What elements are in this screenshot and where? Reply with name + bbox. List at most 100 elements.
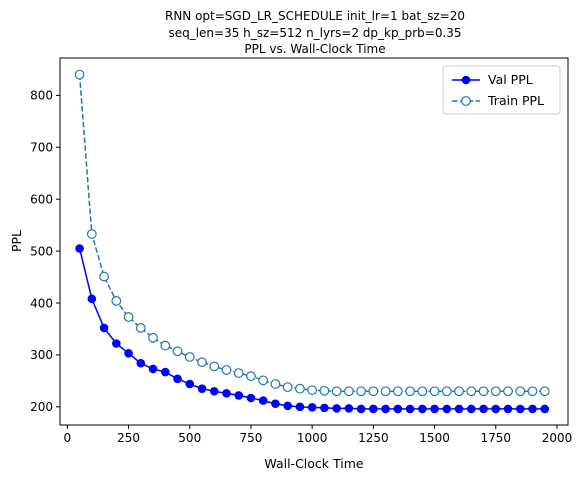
val-ppl-point: [99, 323, 109, 333]
train-ppl-point: [86, 229, 97, 239]
y-tick-label: 600: [30, 192, 53, 206]
val-ppl-point: [515, 404, 525, 414]
train-ppl-point: [270, 379, 281, 389]
train-ppl-point: [392, 386, 403, 397]
y-tick-label: 500: [30, 244, 53, 258]
legend-val-marker: [461, 75, 471, 85]
val-ppl-point: [356, 404, 366, 414]
train-ppl-point: [282, 382, 293, 393]
y-tick-label: 400: [30, 296, 53, 310]
train-ppl-point: [527, 386, 538, 397]
train-ppl-point: [74, 69, 85, 80]
legend-train-label: Train PPL: [487, 93, 544, 108]
legend-train-marker: [461, 96, 471, 106]
chart-title-line-2: seq_len=35 h_sz=512 n_lyrs=2 dp_kp_prb=0…: [168, 26, 461, 40]
train-ppl-point: [307, 385, 318, 396]
x-tick-label: 750: [240, 431, 263, 445]
val-ppl-point: [467, 404, 476, 414]
val-ppl-point: [258, 396, 268, 405]
val-ppl-point: [197, 384, 207, 393]
train-ppl-point: [197, 357, 207, 368]
train-ppl-point: [111, 296, 122, 306]
y-tick-label: 800: [30, 89, 53, 103]
val-ppl-point: [442, 404, 452, 414]
train-ppl-point: [515, 386, 526, 397]
x-tick-label: 1500: [419, 431, 450, 445]
val-ppl-point: [87, 294, 97, 304]
val-ppl-point: [185, 379, 195, 389]
val-ppl-point: [503, 404, 513, 414]
val-ppl-point: [271, 399, 280, 409]
val-ppl-point: [479, 404, 488, 414]
train-ppl-point: [466, 386, 477, 397]
train-ppl-point: [184, 352, 195, 362]
val-ppl-point: [209, 386, 219, 396]
val-ppl-point: [75, 244, 84, 253]
train-ppl-point: [478, 386, 489, 397]
val-ppl-point: [430, 404, 439, 414]
train-ppl-point: [319, 385, 330, 396]
train-ppl-point: [380, 386, 391, 397]
train-ppl-point: [148, 332, 158, 343]
y-axis-label: PPL: [9, 230, 24, 252]
train-ppl-point: [295, 383, 305, 394]
val-ppl-point: [124, 349, 133, 358]
train-ppl-point: [123, 312, 134, 322]
val-ppl-point: [222, 389, 231, 398]
train-ppl-point: [258, 375, 269, 386]
train-ppl-point: [429, 386, 440, 397]
x-tick-label: 1750: [481, 431, 512, 445]
y-tick-label: 300: [30, 348, 53, 362]
val-ppl-point: [393, 404, 403, 414]
train-ppl-point: [135, 323, 146, 333]
train-ppl-point: [246, 371, 256, 382]
x-tick-label: 0: [64, 431, 72, 445]
train-ppl-point: [209, 361, 220, 372]
val-ppl-point: [148, 364, 158, 374]
legend-box: [442, 65, 561, 115]
train-ppl-point: [343, 386, 354, 397]
val-ppl-point: [160, 367, 170, 377]
val-ppl-point: [234, 391, 244, 400]
val-ppl-point: [320, 403, 329, 413]
val-ppl-point: [491, 404, 501, 414]
x-tick-label: 500: [178, 431, 201, 445]
train-ppl-point: [221, 365, 232, 375]
x-tick-label: 2000: [542, 431, 573, 445]
x-axis-label: Wall-Clock Time: [264, 456, 364, 471]
train-ppl-point: [539, 386, 550, 397]
val-ppl-point: [528, 404, 537, 414]
val-ppl-point: [307, 403, 317, 412]
train-ppl-point: [172, 346, 183, 357]
val-ppl-point: [344, 404, 354, 413]
chart-title-line-3: PPL vs. Wall-Clock Time: [244, 42, 385, 56]
val-ppl-point: [381, 404, 390, 414]
y-tick-label: 700: [30, 141, 53, 155]
train-ppl-point: [441, 386, 452, 397]
legend-val-label: Val PPL: [488, 72, 533, 87]
train-ppl-point: [490, 386, 501, 397]
val-ppl-point: [112, 339, 121, 348]
train-ppl-point: [368, 386, 379, 397]
train-ppl-point: [405, 386, 415, 397]
train-ppl-point: [331, 386, 342, 397]
plot-area: 0 250 500 750 1000 1250 1500 1750 2000 200 300 400 5…: [30, 69, 573, 445]
val-ppl-point: [173, 374, 182, 384]
val-ppl-point: [418, 404, 427, 414]
train-ppl-point: [454, 386, 464, 397]
val-ppl-point: [283, 401, 292, 411]
val-ppl-point: [295, 402, 305, 412]
val-ppl-point: [136, 358, 146, 368]
chart-title-line-1: RNN opt=SGD_LR_SCHEDULE init_lr=1 bat_sz…: [165, 9, 465, 23]
legend: Val PPL Train PPL: [442, 65, 561, 115]
val-ppl-point: [405, 404, 415, 414]
train-ppl-point: [233, 368, 244, 378]
x-tick-label: 1250: [358, 431, 389, 445]
train-ppl-point: [356, 386, 367, 397]
y-tick-label: 200: [30, 400, 53, 414]
train-ppl-point: [417, 386, 428, 397]
val-ppl-point: [332, 404, 341, 413]
axes-frame: [59, 57, 569, 426]
